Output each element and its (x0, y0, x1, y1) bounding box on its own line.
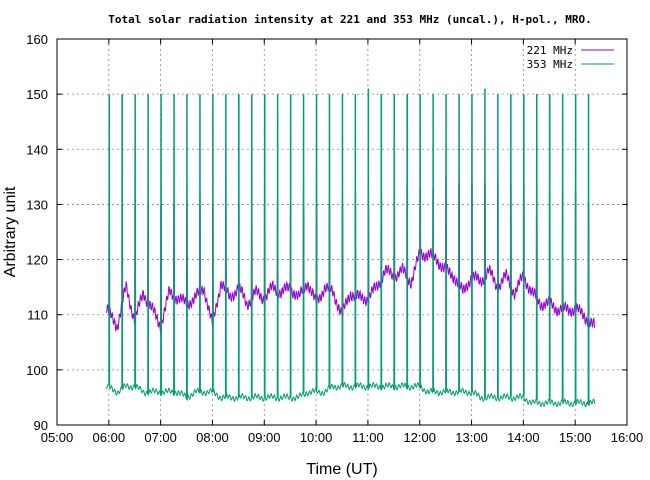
x-tick-label: 05:00 (41, 430, 74, 445)
x-tick-label: 14:00 (507, 430, 540, 445)
series-line-221mhz (105, 176, 596, 334)
x-axis-label: Time (UT) (306, 461, 377, 478)
x-tick-label: 06:00 (93, 430, 126, 445)
y-tick-label: 160 (26, 32, 48, 47)
y-axis-label: Arbitrary unit (2, 186, 19, 277)
x-tick-label: 16:00 (611, 430, 644, 445)
x-tick-label: 08:00 (196, 430, 229, 445)
legend-label: 353 MHz (527, 58, 573, 71)
y-tick-labels: 90 100 110 120 130 140 150 160 (26, 32, 48, 433)
x-tick-label: 07:00 (144, 430, 177, 445)
x-tick-label: 13:00 (455, 430, 488, 445)
y-tick-label: 140 (26, 142, 48, 157)
x-tick-label: 09:00 (248, 430, 281, 445)
chart-title: Total solar radiation intensity at 221 a… (108, 13, 591, 26)
series-group (105, 88, 596, 408)
y-tick-label: 120 (26, 253, 48, 268)
y-tick-label: 90 (34, 418, 48, 433)
y-tick-label: 100 (26, 363, 48, 378)
series-line-353mhz (105, 88, 596, 408)
x-tick-label: 15:00 (559, 430, 592, 445)
y-tick-label: 150 (26, 87, 48, 102)
x-tick-label: 11:00 (352, 430, 384, 445)
y-tick-label: 130 (26, 197, 48, 212)
plot-frame (56, 38, 628, 426)
x-tick-label: 12:00 (403, 430, 436, 445)
x-tick-label: 10:00 (300, 430, 333, 445)
legend-label: 221 MHz (527, 44, 573, 57)
x-tick-labels: 05:00 06:00 07:00 08:00 09:00 10:00 11:00 12:00… (41, 430, 644, 445)
y-tick-label: 110 (27, 308, 48, 323)
